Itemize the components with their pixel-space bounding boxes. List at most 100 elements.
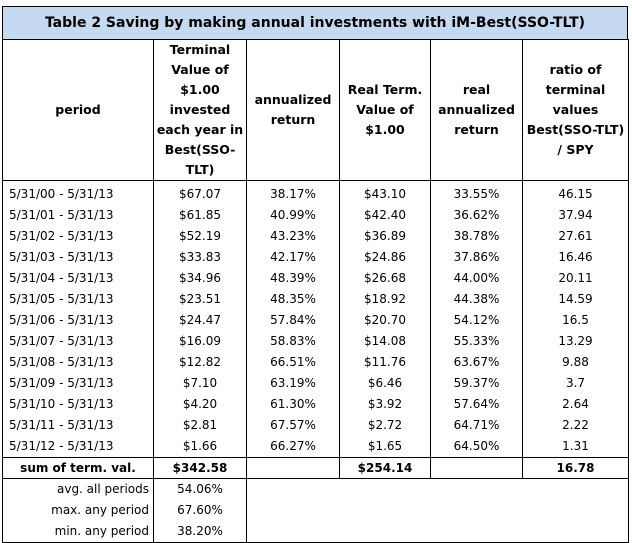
header-terminal-value: Terminal Value of $1.00 invested each ye… (153, 39, 247, 181)
real-annualized-return-cell: 54.12% (430, 310, 523, 331)
real-term-value-cell: $18.92 (339, 289, 431, 310)
sum-label: sum of term. val. (2, 457, 154, 479)
period-cell: 5/31/11 - 5/31/13 (2, 415, 154, 436)
stat-blank-area (246, 478, 629, 543)
period-cell: 5/31/04 - 5/31/13 (2, 268, 154, 289)
ratio-cell: 13.29 (522, 331, 629, 352)
table-row: 5/31/10 - 5/31/13 $4.20 61.30% $3.92 57.64% 2… (2, 394, 629, 415)
ratio-cell: 14.59 (522, 289, 629, 310)
ratio-cell: 46.15 (522, 180, 629, 205)
sum-ratio: 16.78 (522, 457, 629, 479)
table-row: 5/31/00 - 5/31/13 $67.07 38.17% $43.10 33.55… (2, 180, 629, 205)
table-row: 5/31/09 - 5/31/13 $7.10 63.19% $6.46 59.37% 3… (2, 373, 629, 394)
period-cell: 5/31/09 - 5/31/13 (2, 373, 154, 394)
terminal-value-cell: $33.83 (153, 247, 247, 268)
header-ratio: ratio of terminal values Best(SSO-TLT) /… (522, 39, 629, 181)
stat-label: avg. all periods (2, 478, 154, 500)
annualized-return-cell: 63.19% (246, 373, 340, 394)
table-row: 5/31/02 - 5/31/13 $52.19 43.23% $36.89 38.78… (2, 226, 629, 247)
period-cell: 5/31/08 - 5/31/13 (2, 352, 154, 373)
annualized-return-cell: 48.35% (246, 289, 340, 310)
real-term-value-cell: $11.76 (339, 352, 431, 373)
real-annualized-return-cell: 37.86% (430, 247, 523, 268)
period-cell: 5/31/10 - 5/31/13 (2, 394, 154, 415)
real-annualized-return-cell: 38.78% (430, 226, 523, 247)
period-cell: 5/31/03 - 5/31/13 (2, 247, 154, 268)
annualized-return-cell: 58.83% (246, 331, 340, 352)
stat-row: min. any period 38.20% (2, 521, 629, 543)
period-cell: 5/31/06 - 5/31/13 (2, 310, 154, 331)
table-row: 5/31/04 - 5/31/13 $34.96 48.39% $26.68 44.00… (2, 268, 629, 289)
terminal-value-cell: $34.96 (153, 268, 247, 289)
sum-empty-cell (246, 457, 340, 479)
table-row: 5/31/08 - 5/31/13 $12.82 66.51% $11.76 63.67… (2, 352, 629, 373)
table-row: 5/31/07 - 5/31/13 $16.09 58.83% $14.08 55.33… (2, 331, 629, 352)
real-annualized-return-cell: 36.62% (430, 205, 523, 226)
stat-label: max. any period (2, 500, 154, 521)
real-annualized-return-cell: 44.00% (430, 268, 523, 289)
terminal-value-cell: $24.47 (153, 310, 247, 331)
ratio-cell: 1.31 (522, 436, 629, 458)
real-annualized-return-cell: 57.64% (430, 394, 523, 415)
period-cell: 5/31/07 - 5/31/13 (2, 331, 154, 352)
annualized-return-cell: 66.27% (246, 436, 340, 458)
annualized-return-cell: 42.17% (246, 247, 340, 268)
period-cell: 5/31/12 - 5/31/13 (2, 436, 154, 458)
annualized-return-cell: 40.99% (246, 205, 340, 226)
terminal-value-cell: $4.20 (153, 394, 247, 415)
sum-real-term-value: $254.14 (339, 457, 431, 479)
sum-terminal-value: $342.58 (153, 457, 247, 479)
period-cell: 5/31/00 - 5/31/13 (2, 180, 154, 205)
real-term-value-cell: $14.08 (339, 331, 431, 352)
table-row: 5/31/03 - 5/31/13 $33.83 42.17% $24.86 37.86… (2, 247, 629, 268)
header-real-term-value: Real Term. Value of $1.00 (339, 39, 431, 181)
real-term-value-cell: $2.72 (339, 415, 431, 436)
table-title: Table 2 Saving by making annual investme… (2, 6, 628, 40)
terminal-value-cell: $52.19 (153, 226, 247, 247)
real-term-value-cell: $6.46 (339, 373, 431, 394)
stat-label: min. any period (2, 521, 154, 543)
annualized-return-cell: 38.17% (246, 180, 340, 205)
sum-empty-cell (430, 457, 523, 479)
real-annualized-return-cell: 44.38% (430, 289, 523, 310)
stat-value: 54.06% (153, 478, 247, 500)
header-annualized-return: annualized return (246, 39, 340, 181)
table-container: Table 2 Saving by making annual investme… (2, 6, 629, 543)
real-annualized-return-cell: 59.37% (430, 373, 523, 394)
stat-row: max. any period 67.60% (2, 500, 629, 521)
stat-value: 67.60% (153, 500, 247, 521)
period-cell: 5/31/02 - 5/31/13 (2, 226, 154, 247)
table-row: 5/31/05 - 5/31/13 $23.51 48.35% $18.92 44.38… (2, 289, 629, 310)
real-annualized-return-cell: 64.71% (430, 415, 523, 436)
header-period: period (2, 39, 154, 181)
header-row: period Terminal Value of $1.00 invested … (2, 39, 629, 181)
terminal-value-cell: $2.81 (153, 415, 247, 436)
header-real-annualized-return: real annualized return (430, 39, 523, 181)
ratio-cell: 2.22 (522, 415, 629, 436)
terminal-value-cell: $1.66 (153, 436, 247, 458)
real-annualized-return-cell: 55.33% (430, 331, 523, 352)
real-term-value-cell: $1.65 (339, 436, 431, 458)
real-annualized-return-cell: 63.67% (430, 352, 523, 373)
terminal-value-cell: $61.85 (153, 205, 247, 226)
ratio-cell: 9.88 (522, 352, 629, 373)
ratio-cell: 37.94 (522, 205, 629, 226)
ratio-cell: 2.64 (522, 394, 629, 415)
real-term-value-cell: $43.10 (339, 180, 431, 205)
sum-row: sum of term. val. $342.58 $254.14 16.78 (2, 457, 629, 479)
stat-row: avg. all periods 54.06% (2, 478, 629, 543)
annualized-return-cell: 43.23% (246, 226, 340, 247)
table-row: 5/31/06 - 5/31/13 $24.47 57.84% $20.70 54.12… (2, 310, 629, 331)
period-cell: 5/31/01 - 5/31/13 (2, 205, 154, 226)
real-term-value-cell: $42.40 (339, 205, 431, 226)
table-row: 5/31/01 - 5/31/13 $61.85 40.99% $42.40 36.62… (2, 205, 629, 226)
terminal-value-cell: $23.51 (153, 289, 247, 310)
real-term-value-cell: $24.86 (339, 247, 431, 268)
ratio-cell: 16.5 (522, 310, 629, 331)
annualized-return-cell: 61.30% (246, 394, 340, 415)
terminal-value-cell: $16.09 (153, 331, 247, 352)
real-term-value-cell: $36.89 (339, 226, 431, 247)
period-cell: 5/31/05 - 5/31/13 (2, 289, 154, 310)
annualized-return-cell: 66.51% (246, 352, 340, 373)
table-row: 5/31/12 - 5/31/13 $1.66 66.27% $1.65 64.50% 1… (2, 436, 629, 458)
